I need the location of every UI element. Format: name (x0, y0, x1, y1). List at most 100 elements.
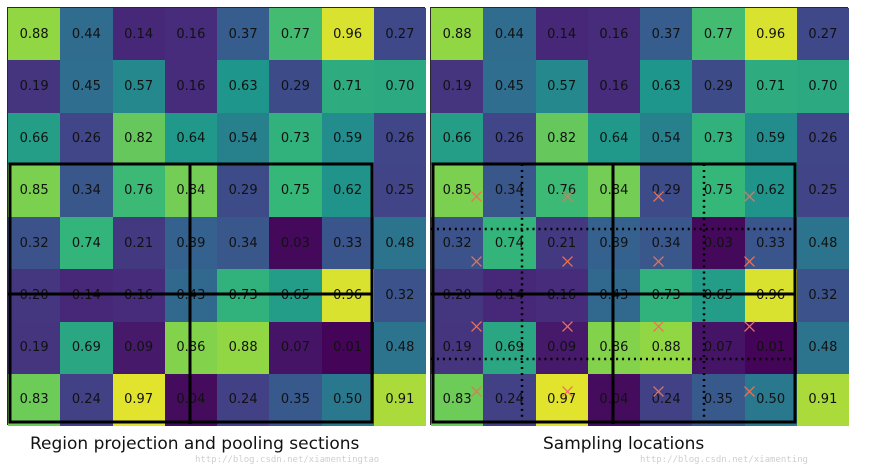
cell-left-r1-c3: 0.16 (164, 60, 217, 113)
cell-left-r4-c0: 0.32 (8, 217, 61, 270)
cell-right-r0-c2: 0.14 (535, 8, 588, 61)
cell-left-r7-c1: 0.24 (60, 373, 113, 426)
cell-left-r2-c0: 0.66 (8, 112, 61, 165)
cell-left-r0-c4: 0.37 (217, 8, 270, 61)
cell-left-r1-c2: 0.57 (112, 60, 165, 113)
cell-right-r4-c5: 0.03 (692, 217, 745, 270)
cell-right-r2-c3: 0.64 (587, 112, 640, 165)
cell-left-r1-c4: 0.63 (217, 60, 270, 113)
cell-left-r0-c7: 0.27 (373, 8, 426, 61)
cell-right-r5-c7: 0.32 (796, 269, 849, 322)
cell-right-r1-c7: 0.70 (796, 60, 849, 113)
cell-left-r6-c4: 0.88 (217, 321, 270, 374)
cell-left-r1-c1: 0.45 (60, 60, 113, 113)
cell-left-r7-c6: 0.50 (321, 373, 374, 426)
cell-right-r3-c7: 0.25 (796, 164, 849, 217)
cell-right-r6-c5: 0.07 (692, 321, 745, 374)
cell-right-r4-c4: 0.34 (640, 217, 693, 270)
cell-left-r2-c1: 0.26 (60, 112, 113, 165)
sample-point-marker-r0-c0 (471, 191, 482, 202)
cell-right-r7-c0: 0.83 (431, 373, 484, 426)
sample-point-marker-r2-c1 (562, 321, 573, 332)
sample-point-marker-r1-c0 (471, 256, 482, 267)
cell-right-r4-c0: 0.32 (431, 217, 484, 270)
cell-right-r1-c0: 0.19 (431, 60, 484, 113)
cell-right-r0-c7: 0.27 (796, 8, 849, 61)
sample-point-marker-r3-c1 (562, 386, 573, 397)
cell-right-r4-c1: 0.74 (483, 217, 536, 270)
watermark-left: http://blog.csdn.net/xiamentingtao (195, 455, 380, 465)
cell-left-r6-c2: 0.09 (112, 321, 165, 374)
cell-right-r2-c2: 0.82 (535, 112, 588, 165)
cell-left-r7-c5: 0.35 (269, 373, 322, 426)
cell-left-r2-c7: 0.26 (373, 112, 426, 165)
cell-right-r0-c3: 0.16 (587, 8, 640, 61)
sample-point-marker-r2-c0 (471, 321, 482, 332)
cell-left-r2-c5: 0.73 (269, 112, 322, 165)
cell-right-r3-c6: 0.62 (744, 164, 797, 217)
cell-right-r7-c4: 0.24 (640, 373, 693, 426)
cell-right-r4-c7: 0.48 (796, 217, 849, 270)
cell-left-r4-c5: 0.03 (269, 217, 322, 270)
cell-right-r6-c0: 0.19 (431, 321, 484, 374)
cell-right-r4-c2: 0.21 (535, 217, 588, 270)
cell-left-r5-c7: 0.32 (373, 269, 426, 322)
cell-right-r2-c5: 0.73 (692, 112, 745, 165)
cell-right-r6-c1: 0.69 (483, 321, 536, 374)
cell-left-r6-c6: 0.01 (321, 321, 374, 374)
sample-point-marker-r0-c2 (653, 191, 664, 202)
cell-left-r3-c1: 0.34 (60, 164, 113, 217)
cell-left-r1-c6: 0.71 (321, 60, 374, 113)
cell-left-r3-c0: 0.85 (8, 164, 61, 217)
cell-left-r0-c0: 0.88 (8, 8, 61, 61)
watermark-right: http://blog.csdn.net/xiamenting (640, 455, 808, 465)
cell-right-r2-c7: 0.26 (796, 112, 849, 165)
cell-left-r3-c2: 0.76 (112, 164, 165, 217)
sample-point-marker-r3-c0 (471, 386, 482, 397)
cell-left-r6-c7: 0.48 (373, 321, 426, 374)
cell-right-r7-c1: 0.24 (483, 373, 536, 426)
cell-right-r3-c2: 0.76 (535, 164, 588, 217)
cell-left-r6-c1: 0.69 (60, 321, 113, 374)
region-overlay-left (8, 162, 374, 424)
cell-right-r4-c6: 0.33 (744, 217, 797, 270)
cell-left-r0-c3: 0.16 (164, 8, 217, 61)
cell-right-r1-c1: 0.45 (483, 60, 536, 113)
cell-right-r0-c0: 0.88 (431, 8, 484, 61)
cell-right-r7-c7: 0.91 (796, 373, 849, 426)
cell-right-r0-c6: 0.96 (744, 8, 797, 61)
cell-left-r0-c1: 0.44 (60, 8, 113, 61)
cell-left-r7-c0: 0.83 (8, 373, 61, 426)
cell-left-r4-c7: 0.48 (373, 217, 426, 270)
sample-point-marker-r2-c2 (653, 321, 664, 332)
sample-point-marker-r1-c3 (744, 256, 755, 267)
cell-left-r2-c3: 0.64 (164, 112, 217, 165)
caption-region-projection: Region projection and pooling sections (30, 434, 360, 454)
cell-left-r2-c6: 0.59 (321, 112, 374, 165)
cell-left-r0-c2: 0.14 (112, 8, 165, 61)
cell-right-r1-c5: 0.29 (692, 60, 745, 113)
sample-point-marker-r3-c2 (653, 386, 664, 397)
cell-right-r0-c4: 0.37 (640, 8, 693, 61)
cell-right-r0-c1: 0.44 (483, 8, 536, 61)
cell-right-r7-c5: 0.35 (692, 373, 745, 426)
cell-left-r1-c0: 0.19 (8, 60, 61, 113)
cell-right-r3-c5: 0.75 (692, 164, 745, 217)
left-panel: 0.88 0.44 0.14 0.16 0.37 0.77 0.96 0.27 0.19 0.45… (7, 7, 426, 426)
sample-point-marker-r1-c1 (562, 256, 573, 267)
cell-left-r7-c7: 0.91 (373, 373, 426, 426)
cell-left-r4-c2: 0.21 (112, 217, 165, 270)
sampling-overlay-right (431, 162, 797, 424)
heatmap-grid-right: 0.88 0.44 0.14 0.16 0.37 0.77 0.96 0.27 0.19 0.45… (431, 8, 849, 426)
sample-point-marker-r2-c3 (744, 321, 755, 332)
cell-right-r6-c7: 0.48 (796, 321, 849, 374)
cell-left-r1-c5: 0.29 (269, 60, 322, 113)
cell-right-r6-c4: 0.88 (640, 321, 693, 374)
sample-point-marker-r0-c1 (562, 191, 573, 202)
cell-right-r2-c4: 0.54 (640, 112, 693, 165)
cell-left-r3-c6: 0.62 (321, 164, 374, 217)
cell-left-r6-c5: 0.07 (269, 321, 322, 374)
caption-sampling-locations: Sampling locations (543, 434, 705, 454)
cell-left-r2-c2: 0.82 (112, 112, 165, 165)
right-panel: 0.88 0.44 0.14 0.16 0.37 0.77 0.96 0.27 0.19 0.45… (430, 7, 849, 426)
